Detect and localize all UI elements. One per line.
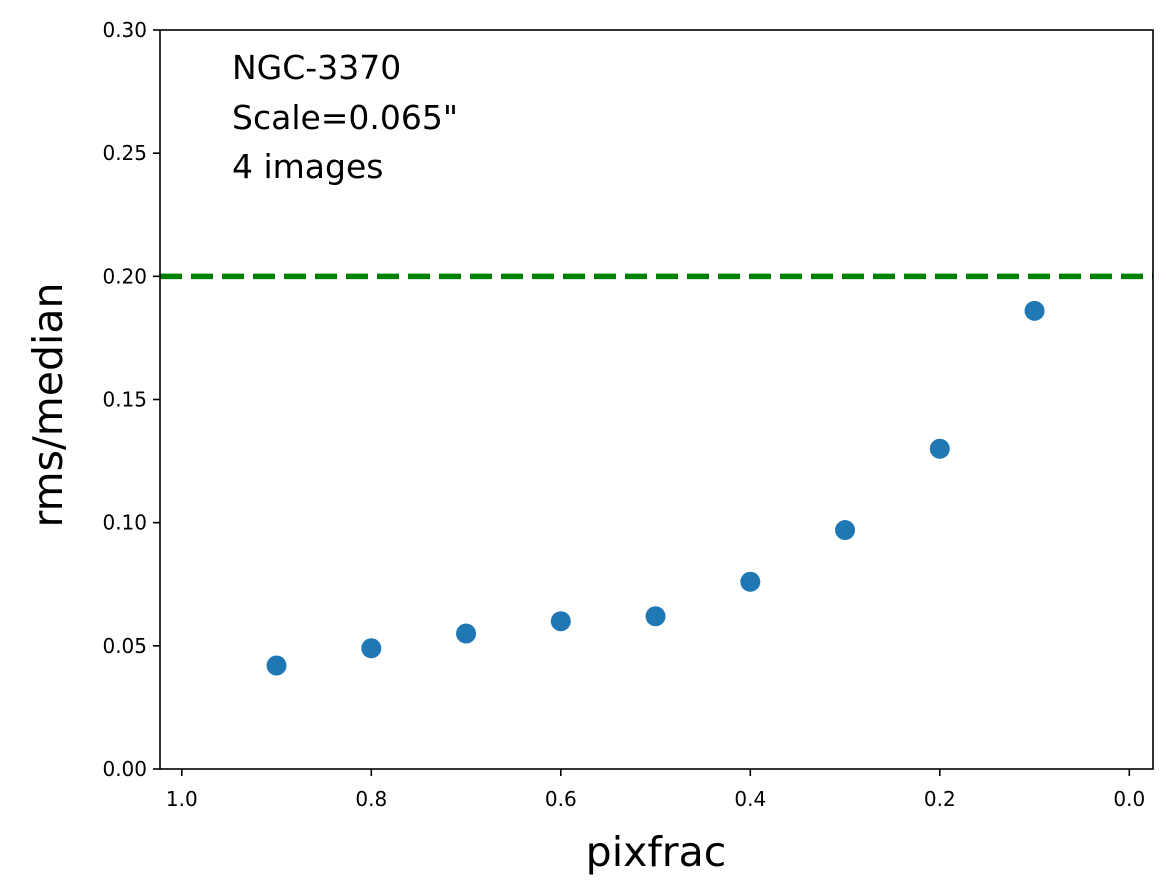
y-tick-label: 0.15	[102, 388, 147, 412]
data-points-layer	[266, 300, 1045, 676]
data-point	[550, 611, 571, 632]
y-tick-label: 0.05	[102, 634, 147, 658]
x-tick-label: 0.6	[545, 787, 577, 811]
x-tick-label: 0.4	[734, 787, 766, 811]
annotation-scale: Scale=0.065"	[232, 98, 458, 137]
data-point	[456, 623, 477, 644]
y-tick-label: 0.00	[102, 757, 147, 781]
y-tick-label: 0.25	[102, 141, 147, 165]
annotation-galaxy: NGC-3370	[232, 48, 401, 87]
data-point	[1024, 300, 1045, 321]
x-axis-label: pixfrac	[586, 828, 727, 876]
data-point	[835, 520, 856, 541]
data-point	[740, 571, 761, 592]
x-tick-label: 1.0	[166, 787, 198, 811]
plot-area	[160, 30, 1153, 769]
annotation-images: 4 images	[232, 147, 383, 186]
data-point	[266, 655, 287, 676]
data-point	[929, 438, 950, 459]
y-ticks: 0.00 0.05 0.10 0.15 0.20 0.25 0.30	[102, 18, 160, 781]
y-tick-label: 0.10	[102, 511, 147, 535]
annotation-block: NGC-3370 Scale=0.065" 4 images	[232, 48, 458, 186]
data-point	[645, 606, 666, 627]
x-ticks: 1.0 0.8 0.6 0.4 0.2 0.0	[166, 769, 1145, 811]
y-tick-label: 0.20	[102, 264, 147, 288]
x-tick-label: 0.0	[1113, 787, 1145, 811]
data-point	[361, 638, 382, 659]
y-axis-label: rms/median	[24, 283, 72, 528]
x-tick-label: 0.2	[924, 787, 956, 811]
y-tick-label: 0.30	[102, 18, 147, 42]
x-tick-label: 0.8	[355, 787, 387, 811]
